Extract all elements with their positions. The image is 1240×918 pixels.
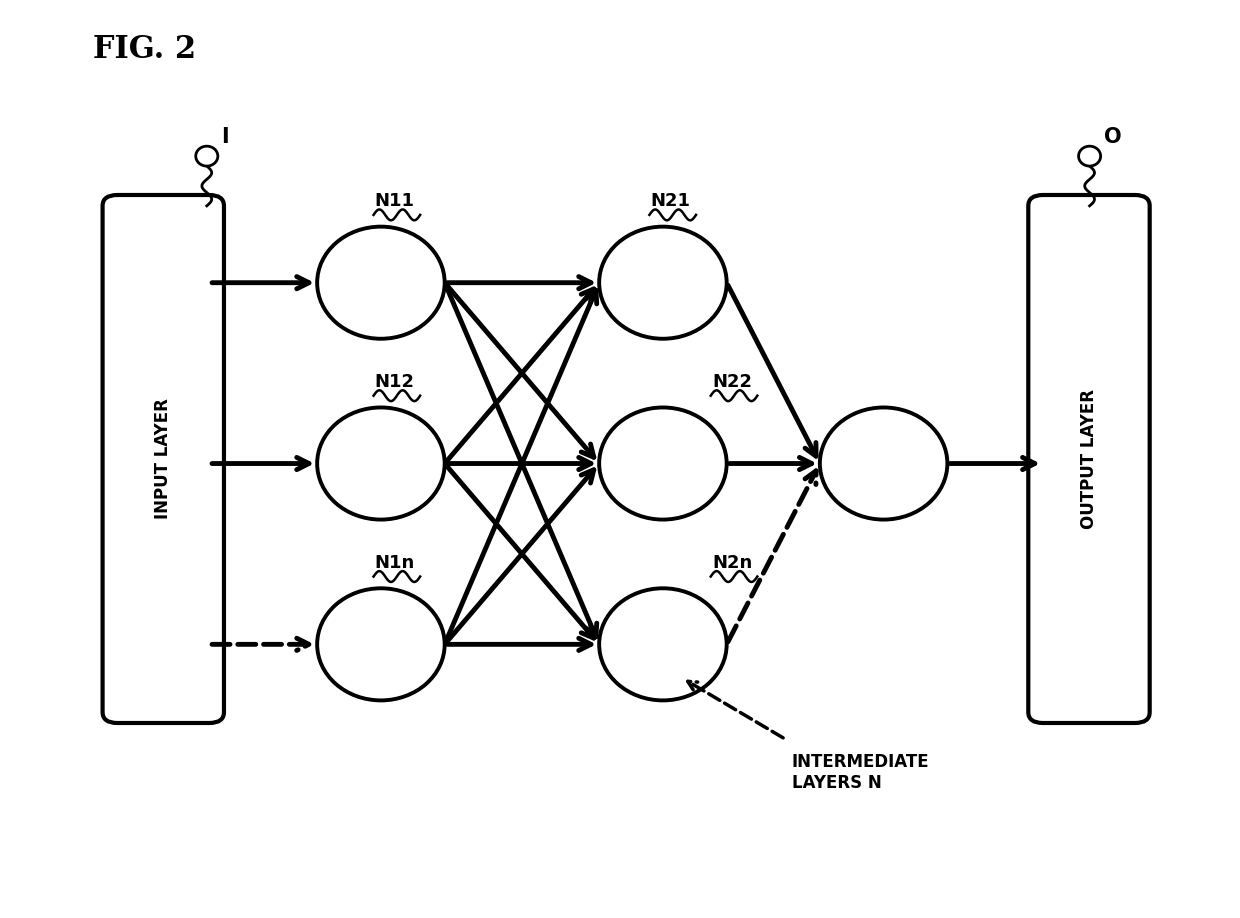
Ellipse shape — [599, 588, 727, 700]
Ellipse shape — [599, 408, 727, 520]
Text: N21: N21 — [651, 193, 691, 210]
Ellipse shape — [599, 227, 727, 339]
Ellipse shape — [317, 227, 445, 339]
Ellipse shape — [820, 408, 947, 520]
Text: OUTPUT LAYER: OUTPUT LAYER — [1080, 389, 1097, 529]
Ellipse shape — [317, 408, 445, 520]
Text: N2n: N2n — [712, 554, 753, 572]
FancyBboxPatch shape — [103, 195, 224, 723]
Text: N1n: N1n — [374, 554, 415, 572]
Text: INTERMEDIATE
LAYERS N: INTERMEDIATE LAYERS N — [791, 753, 929, 791]
Ellipse shape — [1079, 146, 1101, 166]
Text: FIG. 2: FIG. 2 — [93, 34, 196, 65]
Text: O: O — [1105, 127, 1122, 147]
Text: N12: N12 — [374, 374, 414, 391]
Text: N22: N22 — [712, 374, 751, 391]
Ellipse shape — [317, 588, 445, 700]
Ellipse shape — [196, 146, 218, 166]
Text: N11: N11 — [374, 193, 414, 210]
Text: INPUT LAYER: INPUT LAYER — [154, 398, 172, 520]
Text: I: I — [222, 127, 229, 147]
FancyBboxPatch shape — [1028, 195, 1149, 723]
